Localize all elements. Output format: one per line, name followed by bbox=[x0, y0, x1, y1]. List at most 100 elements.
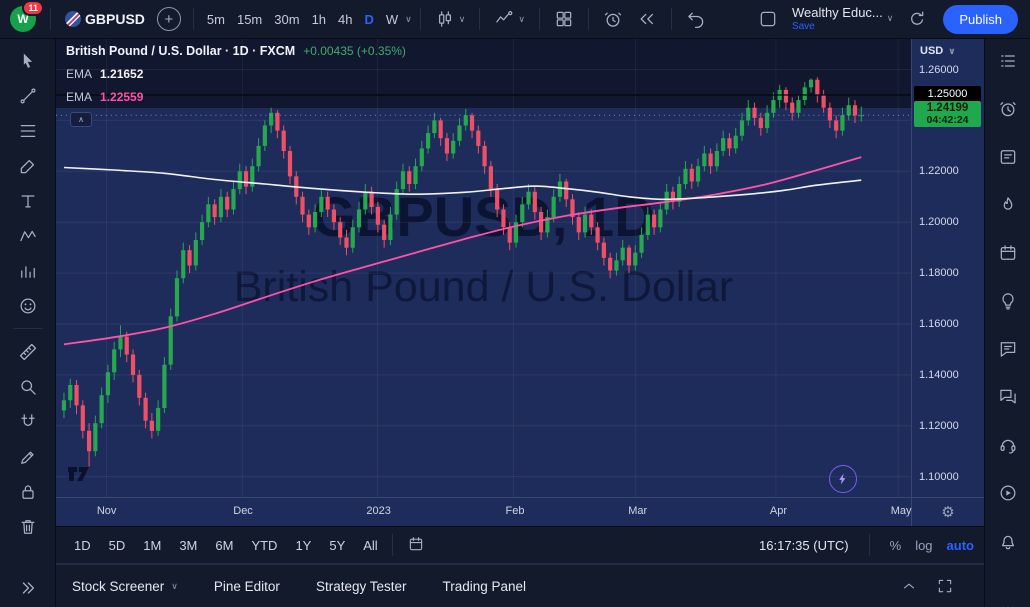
range-1y[interactable]: 1Y bbox=[295, 537, 312, 553]
chart-style-button[interactable]: ∨ bbox=[429, 6, 472, 32]
interval-chevron-down-icon[interactable]: ∨ bbox=[405, 13, 412, 24]
private-chats-icon[interactable] bbox=[998, 387, 1018, 412]
price-label: 1.20000 bbox=[919, 216, 959, 229]
chart-pane[interactable]: GBPUSD, 1D British Pound / U.S. Dollar B… bbox=[56, 39, 911, 497]
range-ytd[interactable]: YTD bbox=[251, 537, 278, 553]
drawing-mode-icon[interactable] bbox=[11, 443, 45, 470]
cloud-sync-button[interactable] bbox=[901, 6, 933, 32]
tab-stock-screener[interactable]: Stock Screener ∨ bbox=[72, 579, 178, 594]
alerts-icon[interactable] bbox=[998, 99, 1018, 124]
range-all[interactable]: All bbox=[363, 537, 378, 553]
indicators-button[interactable]: ∨ bbox=[488, 6, 531, 32]
go-to-date-button[interactable] bbox=[399, 531, 433, 560]
user-avatar[interactable]: W 11 bbox=[10, 0, 44, 32]
hide-drawings-panel-icon[interactable] bbox=[11, 574, 45, 601]
range-1d[interactable]: 1D bbox=[74, 537, 91, 553]
panel-maximize-icon[interactable] bbox=[936, 577, 954, 595]
layout-name: Wealthy Educ... bbox=[791, 5, 883, 21]
layout-name-block: Wealthy Educ... Save bbox=[791, 5, 883, 32]
ema-1-legend-row[interactable]: EMA 1.21652 bbox=[66, 62, 406, 85]
axis-settings-gear-icon[interactable]: ⚙ bbox=[941, 504, 955, 521]
interval-4h[interactable]: 4h bbox=[338, 11, 353, 27]
log-scale-button[interactable]: log bbox=[915, 537, 933, 553]
watchlist-icon[interactable] bbox=[998, 51, 1018, 76]
price-axis[interactable]: USD ∨ 1.26000 1.22000 1.20000 1.18000 1.1600… bbox=[911, 39, 984, 497]
trading-panel-label: Trading Panel bbox=[442, 578, 527, 594]
publish-button[interactable]: Publish bbox=[943, 4, 1018, 34]
tab-strategy-tester[interactable]: Strategy Tester bbox=[316, 579, 407, 594]
divider bbox=[587, 8, 589, 30]
add-compare-icon[interactable]: + bbox=[156, 7, 181, 31]
replay-icon bbox=[640, 13, 653, 25]
interval-15m[interactable]: 15m bbox=[236, 11, 263, 27]
divider bbox=[12, 328, 43, 329]
brush-tool-icon[interactable] bbox=[11, 152, 45, 179]
tab-trading-panel[interactable]: Trading Panel bbox=[442, 579, 526, 594]
chat-icon[interactable] bbox=[998, 339, 1018, 364]
divider bbox=[670, 8, 672, 30]
interval-1h[interactable]: 1h bbox=[311, 11, 327, 27]
price-axis-currency[interactable]: USD ∨ bbox=[920, 45, 956, 57]
fib-retracement-tool-icon[interactable] bbox=[11, 117, 45, 144]
auto-scale-button[interactable]: auto bbox=[946, 537, 974, 553]
ema-2-value: 1.22559 bbox=[100, 89, 144, 104]
symbol-search-button[interactable]: GBPUSD bbox=[59, 8, 151, 30]
interval-D[interactable]: D bbox=[364, 11, 374, 27]
gbp-flag-icon bbox=[65, 11, 81, 27]
text-tool-icon[interactable] bbox=[11, 187, 45, 214]
range-5d[interactable]: 5D bbox=[108, 537, 126, 553]
bars-pattern-tool-icon[interactable] bbox=[11, 257, 45, 284]
save-layout-button[interactable] bbox=[752, 6, 784, 32]
economic-calendar-icon[interactable] bbox=[998, 243, 1018, 268]
emoji-tool-icon[interactable] bbox=[11, 292, 45, 319]
divider bbox=[192, 8, 194, 30]
collapse-sidebar-icon[interactable] bbox=[998, 602, 1018, 607]
ruler-tool-icon[interactable] bbox=[11, 338, 45, 365]
range-3m[interactable]: 3M bbox=[179, 537, 198, 553]
interval-5m[interactable]: 5m bbox=[206, 11, 225, 27]
stock-screener-label: Stock Screener bbox=[72, 578, 165, 594]
save-layout-link[interactable]: Save bbox=[791, 20, 815, 32]
lock-drawings-icon[interactable] bbox=[11, 478, 45, 505]
create-alert-button[interactable] bbox=[597, 6, 629, 32]
help-icon[interactable] bbox=[998, 435, 1018, 460]
lightning-quick-action-button[interactable] bbox=[829, 465, 857, 493]
zoom-tool-icon[interactable] bbox=[11, 373, 45, 400]
interval-30m[interactable]: 30m bbox=[274, 11, 300, 27]
layout-menu[interactable]: Wealthy Educ... Save ∨ bbox=[786, 3, 899, 34]
main-area: GBPUSD, 1D British Pound / U.S. Dollar B… bbox=[0, 39, 1030, 607]
time-label-apr: Apr bbox=[769, 505, 787, 517]
news-icon[interactable] bbox=[998, 147, 1018, 172]
chart-row: GBPUSD, 1D British Pound / U.S. Dollar B… bbox=[56, 39, 984, 497]
interval-W[interactable]: W bbox=[385, 11, 399, 27]
hotlists-icon[interactable] bbox=[998, 195, 1018, 220]
tradingview-logo[interactable] bbox=[66, 462, 100, 491]
ideas-icon[interactable] bbox=[998, 291, 1018, 316]
collapse-legend-button[interactable]: ∧ bbox=[70, 112, 92, 127]
bar-replay-button[interactable] bbox=[631, 6, 663, 32]
price-label: 1.10000 bbox=[919, 470, 959, 483]
magnet-tool-icon[interactable] bbox=[11, 408, 45, 435]
panel-expand-icon[interactable] bbox=[900, 577, 918, 595]
undo-button[interactable] bbox=[680, 6, 712, 32]
tab-pine-editor[interactable]: Pine Editor bbox=[214, 579, 280, 594]
time-axis[interactable]: Nov Dec 2023 Feb Mar Apr May bbox=[56, 498, 912, 526]
xabcd-pattern-tool-icon[interactable] bbox=[11, 222, 45, 249]
candlestick-chart[interactable] bbox=[56, 39, 911, 497]
range-6m[interactable]: 6M bbox=[215, 537, 234, 553]
percent-scale-button[interactable]: % bbox=[889, 537, 902, 553]
right-sidebar bbox=[984, 39, 1030, 607]
cursor-tool-icon[interactable] bbox=[11, 47, 45, 74]
streams-icon[interactable] bbox=[998, 483, 1018, 508]
multichart-layout-button[interactable] bbox=[548, 6, 580, 32]
symbol-legend-row[interactable]: British Pound / U.S. Dollar · 1D · FXCM … bbox=[66, 39, 406, 62]
time-label-feb: Feb bbox=[505, 505, 525, 517]
trend-line-tool-icon[interactable] bbox=[11, 82, 45, 109]
range-1m[interactable]: 1M bbox=[143, 537, 162, 553]
range-5y[interactable]: 5Y bbox=[329, 537, 346, 553]
utc-clock[interactable]: 16:17:35 (UTC) bbox=[759, 537, 849, 553]
remove-drawings-icon[interactable] bbox=[11, 513, 45, 540]
ema-2-legend-row[interactable]: EMA 1.22559 bbox=[66, 85, 406, 108]
notifications-bell-icon[interactable] bbox=[998, 531, 1018, 556]
